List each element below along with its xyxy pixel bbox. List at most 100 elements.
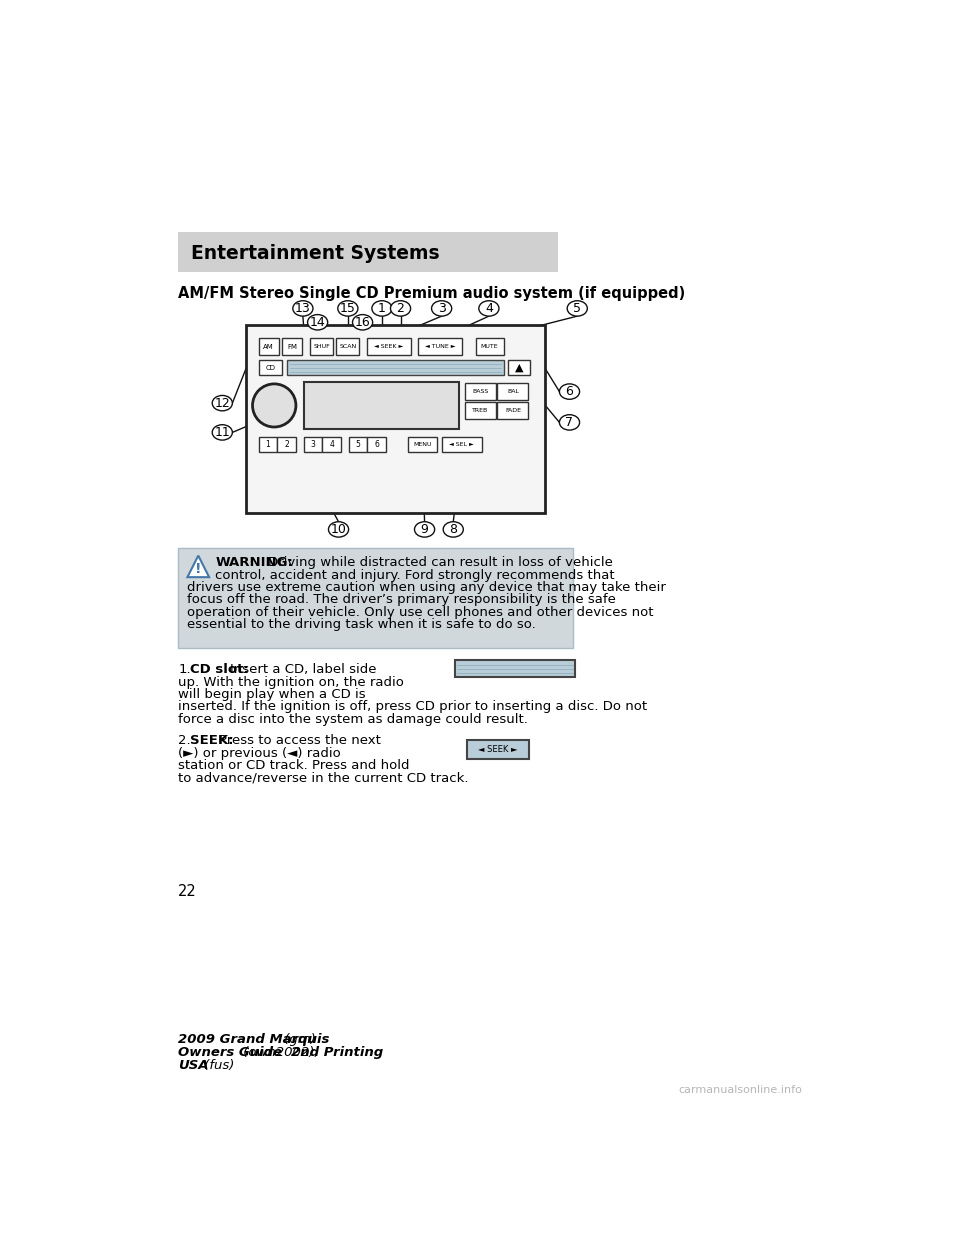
Text: !: ! (195, 563, 202, 576)
Text: 16: 16 (354, 315, 371, 329)
Text: 3: 3 (438, 302, 445, 315)
Text: 4: 4 (485, 302, 492, 315)
Bar (303, 437, 323, 452)
Text: Owners Guide: Owners Guide (179, 1046, 282, 1059)
Text: to advance/reverse in the current CD track.: to advance/reverse in the current CD tra… (179, 771, 468, 784)
Ellipse shape (479, 301, 499, 317)
Text: CD: CD (265, 365, 276, 370)
Bar (476, 339, 504, 355)
Bar (442, 437, 482, 452)
Text: 1.: 1. (179, 663, 191, 677)
Ellipse shape (432, 301, 452, 317)
Bar (282, 339, 302, 355)
Text: MENU: MENU (413, 442, 431, 447)
Text: 5: 5 (573, 302, 581, 315)
Text: control, accident and injury. Ford strongly recommends that: control, accident and injury. Ford stron… (215, 569, 615, 581)
Text: MUTE: MUTE (481, 344, 498, 349)
Bar (465, 401, 496, 419)
Text: 9: 9 (420, 523, 428, 535)
Text: ◄ SEL ►: ◄ SEL ► (449, 442, 474, 447)
Bar (455, 661, 575, 677)
Text: 6: 6 (374, 440, 379, 450)
Bar (259, 360, 282, 375)
Text: (►) or previous (◄) radio: (►) or previous (◄) radio (179, 746, 341, 760)
Ellipse shape (293, 301, 313, 317)
Text: 14: 14 (310, 315, 325, 329)
Bar (336, 339, 359, 355)
Bar (468, 740, 529, 759)
Text: USA: USA (179, 1059, 208, 1072)
Text: TREB: TREB (472, 407, 489, 412)
Bar (368, 437, 386, 452)
Text: Insert a CD, label side: Insert a CD, label side (230, 663, 376, 677)
Text: operation of their vehicle. Only use cell phones and other devices not: operation of their vehicle. Only use cel… (187, 606, 654, 619)
Text: (own2002),: (own2002), (239, 1046, 323, 1059)
Text: BASS: BASS (472, 389, 489, 394)
Text: AM: AM (263, 344, 275, 350)
Bar (348, 437, 368, 452)
Text: ◄ TUNE ►: ◄ TUNE ► (425, 344, 455, 349)
Bar (247, 324, 544, 513)
Text: drivers use extreme caution when using any device that may take their: drivers use extreme caution when using a… (187, 581, 666, 594)
Ellipse shape (560, 384, 580, 399)
Text: FM: FM (287, 344, 297, 350)
Text: up. With the ignition on, the radio: up. With the ignition on, the radio (179, 676, 404, 689)
Text: (gm): (gm) (279, 1033, 316, 1046)
Text: inserted. If the ignition is off, press CD prior to inserting a disc. Do not: inserted. If the ignition is off, press … (179, 700, 647, 713)
Bar (497, 383, 528, 400)
Text: 2009 Grand Marquis: 2009 Grand Marquis (179, 1033, 329, 1046)
Ellipse shape (328, 522, 348, 537)
Bar (419, 339, 462, 355)
Text: WARNING:: WARNING: (215, 556, 293, 569)
Bar (179, 548, 573, 648)
Text: 2: 2 (396, 302, 404, 315)
Text: ▲: ▲ (515, 363, 523, 373)
Bar (497, 401, 528, 419)
Text: Driving while distracted can result in loss of vehicle: Driving while distracted can result in l… (268, 556, 612, 569)
Bar (323, 437, 341, 452)
Text: SEEK:: SEEK: (190, 734, 233, 748)
Text: will begin play when a CD is: will begin play when a CD is (179, 688, 366, 700)
Text: 7: 7 (565, 416, 573, 428)
Ellipse shape (415, 522, 435, 537)
Text: 2nd Printing: 2nd Printing (291, 1046, 384, 1059)
Text: 11: 11 (214, 426, 230, 438)
Text: 13: 13 (295, 302, 311, 315)
Text: force a disc into the system as damage could result.: force a disc into the system as damage c… (179, 713, 528, 725)
Bar (179, 232, 558, 272)
Text: ◄ SEEK ►: ◄ SEEK ► (374, 344, 403, 349)
Text: 2.: 2. (179, 734, 191, 748)
Text: essential to the driving task when it is safe to do so.: essential to the driving task when it is… (187, 619, 537, 631)
Text: carmanualsonline.info: carmanualsonline.info (678, 1084, 802, 1094)
Bar (465, 383, 496, 400)
Bar (368, 339, 411, 355)
Bar (310, 339, 333, 355)
Text: station or CD track. Press and hold: station or CD track. Press and hold (179, 759, 410, 771)
Text: Entertainment Systems: Entertainment Systems (191, 245, 440, 263)
Bar (287, 360, 504, 375)
Text: 6: 6 (565, 385, 573, 399)
Bar (303, 381, 459, 430)
Ellipse shape (560, 415, 580, 430)
Text: SCAN: SCAN (339, 344, 356, 349)
Text: (fus): (fus) (200, 1059, 234, 1072)
Text: 2: 2 (284, 440, 289, 450)
Ellipse shape (372, 301, 392, 317)
Text: focus off the road. The driver’s primary responsibility is the safe: focus off the road. The driver’s primary… (187, 594, 616, 606)
Ellipse shape (352, 314, 372, 330)
Ellipse shape (444, 522, 464, 537)
Ellipse shape (212, 395, 232, 411)
Text: 8: 8 (449, 523, 457, 535)
Polygon shape (187, 555, 209, 578)
Text: 1: 1 (378, 302, 386, 315)
Ellipse shape (567, 301, 588, 317)
Text: 3: 3 (310, 440, 316, 450)
Ellipse shape (391, 301, 411, 317)
Text: 4: 4 (329, 440, 334, 450)
Text: 22: 22 (179, 884, 197, 899)
Text: 15: 15 (340, 302, 356, 315)
Text: Press to access the next: Press to access the next (219, 734, 381, 748)
Text: FADE: FADE (505, 407, 521, 412)
Bar (259, 339, 278, 355)
Text: 1: 1 (266, 440, 271, 450)
